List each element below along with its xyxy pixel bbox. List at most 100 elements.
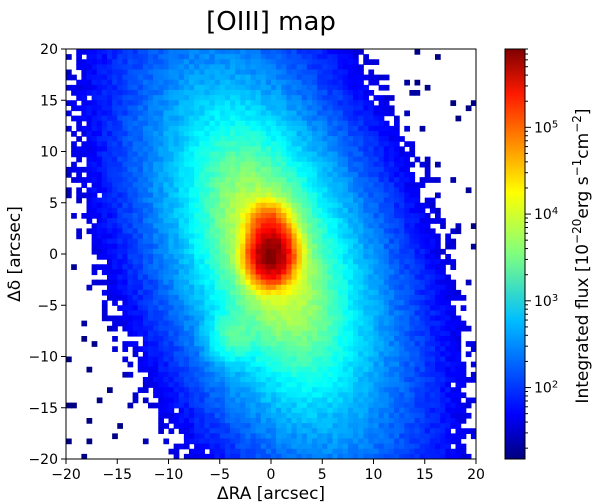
heatmap-cell bbox=[265, 182, 272, 188]
heatmap-cell bbox=[306, 233, 313, 240]
heatmap-cell bbox=[245, 146, 252, 153]
heatmap-cell bbox=[327, 197, 334, 204]
heatmap-cell bbox=[378, 407, 385, 414]
heatmap-cell bbox=[301, 69, 308, 76]
heatmap-cell bbox=[209, 151, 216, 158]
heatmap-cell bbox=[435, 412, 441, 419]
heatmap-cell bbox=[342, 371, 349, 378]
heatmap-cell bbox=[465, 187, 472, 194]
heatmap-cell bbox=[168, 351, 175, 358]
heatmap-cell bbox=[178, 233, 185, 240]
heatmap-cell bbox=[76, 177, 82, 183]
heatmap-cell bbox=[404, 141, 410, 147]
heatmap-cell bbox=[245, 74, 252, 81]
heatmap-cell bbox=[250, 69, 257, 76]
heatmap-cell bbox=[66, 187, 72, 194]
heatmap-cell bbox=[317, 182, 323, 188]
heatmap-cell bbox=[358, 305, 364, 311]
heatmap-cell bbox=[281, 300, 287, 306]
heatmap-cell bbox=[394, 418, 400, 424]
heatmap-cell bbox=[409, 248, 416, 255]
heatmap-cell bbox=[153, 300, 159, 306]
heatmap-cell bbox=[312, 330, 318, 337]
heatmap-cell bbox=[312, 356, 318, 363]
heatmap-cell bbox=[435, 346, 441, 352]
heatmap-cell bbox=[260, 228, 267, 235]
heatmap-cell bbox=[214, 387, 221, 393]
heatmap-cell bbox=[194, 166, 200, 173]
heatmap-cell bbox=[127, 213, 134, 219]
heatmap-cell bbox=[424, 213, 431, 219]
heatmap-cell bbox=[122, 325, 129, 332]
heatmap-cell bbox=[255, 387, 262, 393]
heatmap-cell bbox=[178, 192, 185, 199]
heatmap-cell bbox=[368, 423, 375, 429]
heatmap-cell bbox=[112, 295, 118, 301]
heatmap-cell bbox=[101, 218, 108, 224]
heatmap-cell bbox=[204, 105, 211, 112]
heatmap-cell bbox=[230, 356, 236, 363]
heatmap-cell bbox=[107, 202, 113, 209]
heatmap-cell bbox=[301, 315, 308, 322]
heatmap-cell bbox=[240, 330, 246, 337]
heatmap-cell bbox=[301, 177, 308, 183]
heatmap-cell bbox=[404, 207, 410, 214]
heatmap-cell bbox=[281, 382, 287, 388]
heatmap-cell bbox=[148, 156, 154, 163]
heatmap-cell bbox=[281, 79, 287, 86]
heatmap-cell bbox=[419, 382, 426, 388]
heatmap-cell bbox=[312, 418, 318, 424]
heatmap-cell bbox=[173, 131, 180, 137]
heatmap-cell bbox=[255, 423, 262, 429]
heatmap-cell bbox=[122, 105, 129, 112]
heatmap-cell bbox=[173, 371, 180, 378]
heatmap-cell bbox=[383, 213, 390, 219]
heatmap-cell bbox=[199, 423, 205, 429]
heatmap-cell bbox=[301, 49, 308, 55]
heatmap-cell bbox=[178, 397, 185, 404]
heatmap-cell bbox=[286, 402, 293, 409]
heatmap-cell bbox=[260, 136, 267, 142]
heatmap-cell bbox=[332, 346, 339, 352]
heatmap-cell bbox=[276, 397, 282, 404]
heatmap-cell bbox=[189, 351, 195, 358]
heatmap-cell bbox=[347, 120, 354, 127]
heatmap-cell bbox=[286, 131, 293, 137]
heatmap-cell bbox=[353, 418, 359, 424]
heatmap-cell bbox=[368, 341, 375, 347]
heatmap-cell bbox=[322, 423, 328, 429]
heatmap-cell bbox=[424, 248, 431, 255]
heatmap-cell bbox=[435, 233, 441, 240]
heatmap-cell bbox=[219, 305, 226, 311]
heatmap-cell bbox=[312, 182, 318, 188]
heatmap-cell bbox=[122, 182, 129, 188]
heatmap-cell bbox=[419, 418, 426, 424]
heatmap-cell bbox=[383, 397, 390, 404]
heatmap-cell bbox=[142, 259, 149, 265]
heatmap-cell bbox=[235, 141, 241, 147]
heatmap-cell bbox=[358, 371, 364, 378]
heatmap-cell bbox=[383, 233, 390, 240]
heatmap-cell bbox=[281, 177, 287, 183]
heatmap-cell bbox=[394, 295, 400, 301]
heatmap-cell bbox=[219, 64, 226, 71]
heatmap-cell bbox=[250, 95, 257, 101]
heatmap-cell bbox=[358, 49, 364, 55]
heatmap-cell bbox=[358, 187, 364, 194]
heatmap-cell bbox=[317, 361, 323, 368]
heatmap-cell bbox=[306, 120, 313, 127]
heatmap-cell bbox=[137, 49, 144, 55]
heatmap-cell bbox=[312, 166, 318, 173]
heatmap-cell bbox=[137, 279, 144, 286]
heatmap-cell bbox=[224, 346, 231, 352]
heatmap-cell bbox=[271, 110, 277, 117]
heatmap-cell bbox=[332, 105, 339, 112]
heatmap-cell bbox=[378, 412, 385, 419]
heatmap-cell bbox=[306, 228, 313, 235]
heatmap-cell bbox=[470, 377, 476, 383]
heatmap-cell bbox=[286, 69, 293, 76]
heatmap-cell bbox=[394, 325, 400, 332]
heatmap-cell bbox=[235, 182, 241, 188]
heatmap-cell bbox=[204, 361, 211, 368]
heatmap-cell bbox=[86, 202, 93, 209]
